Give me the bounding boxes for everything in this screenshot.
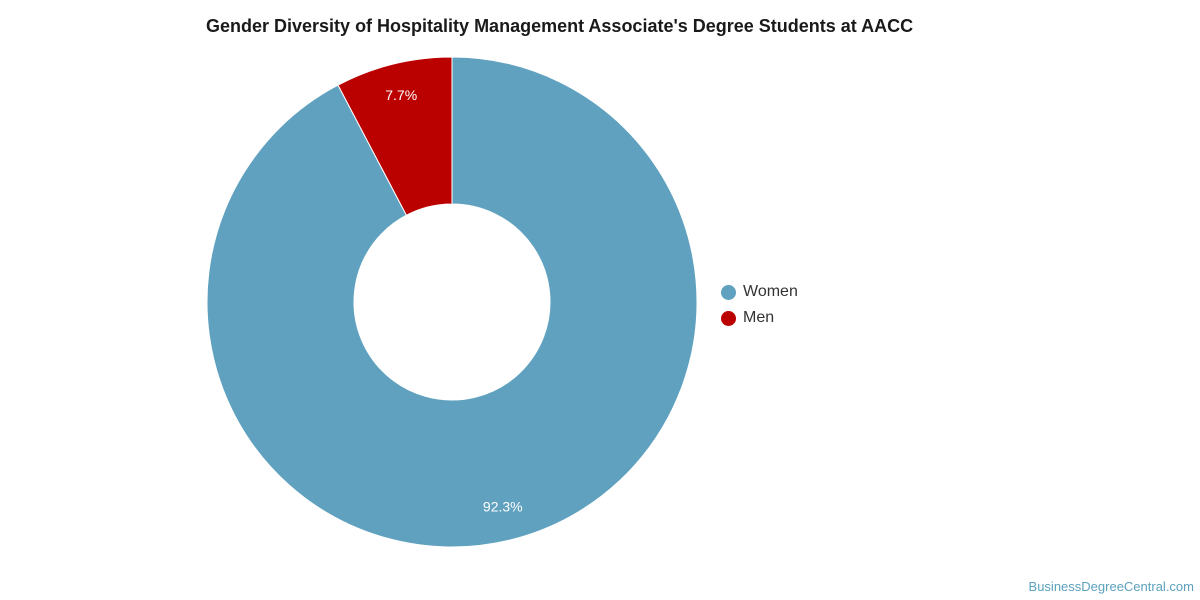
legend: Women Men: [721, 279, 798, 331]
slice-men[interactable]: [337, 56, 453, 216]
legend-label-men: Men: [743, 309, 775, 326]
slice-label-women: 92.3%: [483, 499, 523, 515]
slice-label-men: 7.7%: [385, 87, 417, 103]
legend-swatch-women: [721, 284, 736, 300]
slice-women[interactable]: [206, 56, 698, 548]
legend-swatch-men: [721, 310, 736, 326]
legend-label-women: Women: [743, 283, 798, 300]
slice-labels-group: 92.3% 7.7%: [385, 87, 522, 515]
legend-item-women[interactable]: Women: [721, 279, 798, 305]
chart-title: Gender Diversity of Hospitality Manageme…: [206, 16, 914, 36]
legend-item-men[interactable]: Men: [721, 305, 798, 331]
source-credit[interactable]: BusinessDegreeCentral.com: [1028, 579, 1194, 594]
slices-group: [206, 56, 698, 548]
